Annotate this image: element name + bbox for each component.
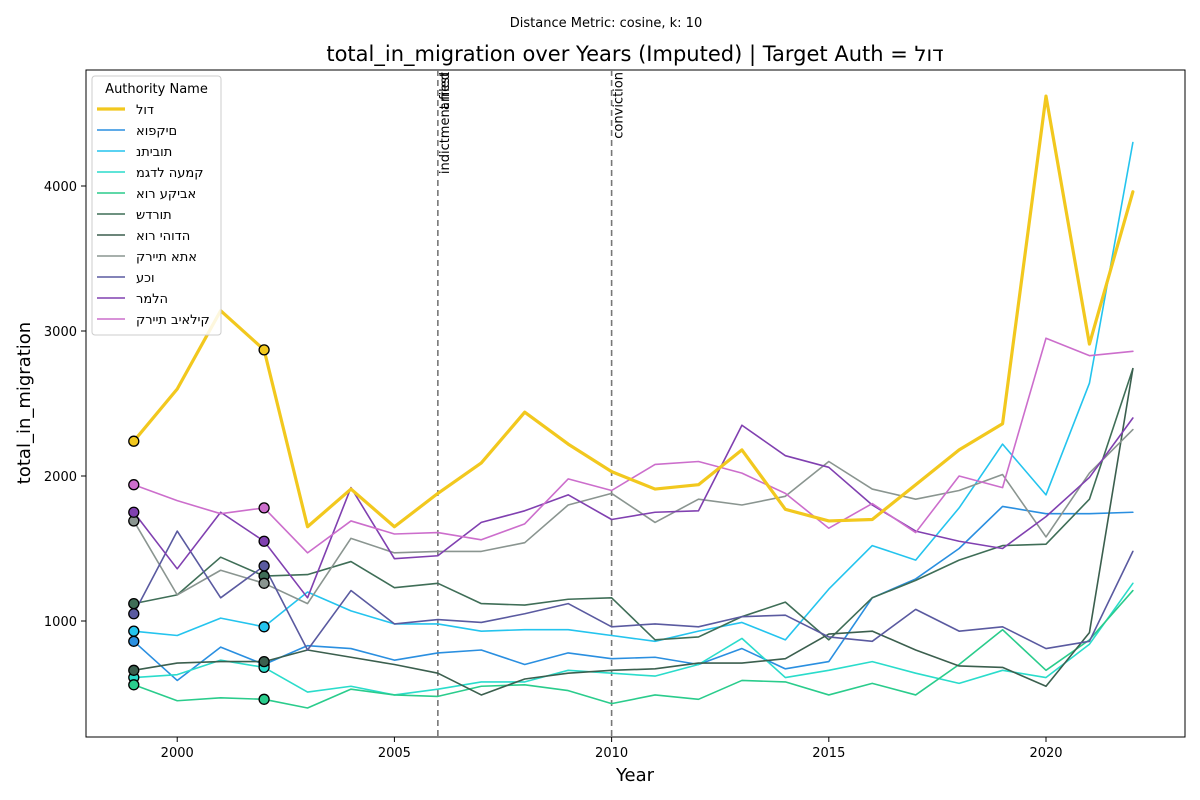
imputed-marker-0-2002 <box>258 344 270 356</box>
plot-area: 2000 2005 2010 2015 2020 1000 2000 3000 4000 indi… <box>44 69 1186 761</box>
imputed-marker-0-1999 <box>128 435 140 447</box>
x-tick-label-2010: 2010 <box>595 746 628 761</box>
chart-suptitle: Distance Metric: cosine, k: 10 <box>510 16 702 31</box>
legend-label-4: אביקע רוא <box>136 187 196 202</box>
imputed-marker-9-2002 <box>258 535 270 547</box>
imputed-marker-4-2002 <box>258 693 270 705</box>
event-label-conviction: conviction <box>612 72 627 139</box>
legend-label-9: הלמר <box>136 292 168 307</box>
legend-label-2: תוביתנ <box>136 145 172 160</box>
series-line-2 <box>132 141 1134 643</box>
imputed-marker-8-1999 <box>128 608 140 620</box>
x-axis-label: Year <box>615 765 655 786</box>
legend-box <box>91 75 222 336</box>
series-line-1 <box>132 505 1134 682</box>
x-tick-label-2015: 2015 <box>812 746 845 761</box>
legend-label-7: אתא תיירק <box>136 250 197 265</box>
imputed-marker-6-2002 <box>258 655 270 668</box>
legend-label-0: דול <box>136 103 154 118</box>
legend-label-1: םיקפוא <box>136 124 177 139</box>
legend-label-5: תורדש <box>136 208 172 223</box>
imputed-marker-1-1999 <box>128 635 140 647</box>
y-tick-label-4000: 4000 <box>44 180 77 195</box>
y-tick-label-2000: 2000 <box>44 470 77 485</box>
imputed-marker-4-1999 <box>128 679 140 691</box>
x-tick-label-2000: 2000 <box>161 746 194 761</box>
legend-title: Authority Name <box>105 82 208 97</box>
series-line-0 <box>132 94 1135 529</box>
series-line-5 <box>132 367 1134 641</box>
series-line-9 <box>132 417 1134 599</box>
x-tick-label-2005: 2005 <box>378 746 411 761</box>
imputed-marker-8-2002 <box>258 560 270 572</box>
x-tick-label-2020: 2020 <box>1029 746 1062 761</box>
y-axis-label: total_in_migration <box>14 322 35 484</box>
event-label-arrest: arrest <box>438 72 453 110</box>
imputed-marker-10-1999 <box>128 479 140 491</box>
y-tick-label-3000: 3000 <box>44 325 77 340</box>
legend-label-8: וכע <box>136 271 155 286</box>
legend-label-6: הדוהי רוא <box>136 229 190 244</box>
imputed-marker-9-1999 <box>128 506 140 518</box>
series-line-7 <box>132 428 1134 605</box>
legend-label-10: קילאיב תיירק <box>136 313 210 328</box>
imputed-marker-10-2002 <box>258 502 270 514</box>
imputed-marker-2-1999 <box>128 625 140 637</box>
event-label-indictment-filed: indictment filed <box>438 72 453 174</box>
imputed-marker-6-1999 <box>128 664 140 676</box>
series-line-8 <box>132 530 1134 651</box>
chart-title: total_in_migration over Years (Imputed) … <box>326 42 943 67</box>
imputed-marker-7-2002 <box>258 577 270 589</box>
imputed-marker-2-2002 <box>258 621 270 633</box>
series-line-3 <box>132 582 1134 696</box>
series-line-6 <box>132 367 1134 696</box>
series-line-4 <box>132 589 1134 709</box>
axes-frame <box>85 69 1186 738</box>
series-line-10 <box>132 337 1134 554</box>
y-tick-label-1000: 1000 <box>44 615 77 630</box>
imputed-marker-5-1999 <box>128 597 140 610</box>
legend-label-3: קמעה לדגמ <box>136 166 204 181</box>
